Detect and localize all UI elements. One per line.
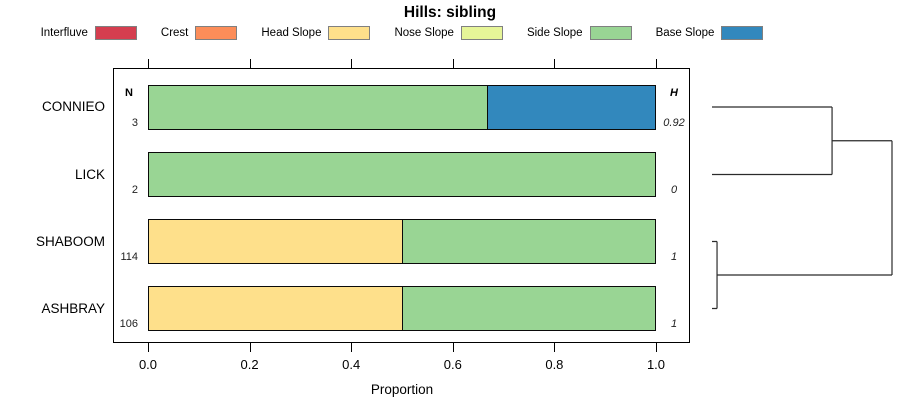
category-label: SHABOOM [35, 233, 105, 249]
h-value: 0.92 [663, 116, 685, 129]
axis-tick-bottom [351, 343, 353, 352]
bar-row [148, 152, 656, 197]
bar-row [148, 219, 656, 264]
dendrogram-link [717, 140, 893, 276]
category-label: CONNIEO [41, 99, 105, 114]
legend-item-label: Side Slope [526, 27, 583, 39]
n-value: 3 [131, 116, 138, 129]
chart-title: Hills: sibling [403, 4, 497, 21]
legend-color-swatch [589, 26, 632, 40]
axis-tick-top [554, 59, 556, 68]
category-label: LICK [74, 166, 105, 182]
x-axis-title: Proportion [370, 382, 434, 397]
axis-tick-top [249, 59, 251, 68]
h-value: 1 [670, 318, 678, 330]
legend-item: Nose Slope [394, 26, 503, 40]
bar-segment [149, 85, 487, 129]
axis-tick-bottom [656, 343, 657, 352]
axis-tick-top [148, 59, 149, 68]
category-label: ASHBRAY [41, 300, 105, 316]
bar-segment [149, 153, 655, 196]
axis-tick-label: 0.8 [545, 357, 564, 372]
legend-color-swatch [195, 26, 238, 40]
legend-item: Crest [160, 26, 238, 40]
legend-color-swatch [94, 26, 137, 40]
legend-item: Interfluve [41, 26, 137, 40]
axis-tick-bottom [249, 343, 251, 352]
bar-segment [402, 220, 655, 263]
legend-item-label: Base Slope [655, 27, 715, 39]
legend-color-swatch [328, 26, 371, 40]
legend-item-label: Interfluve [40, 27, 88, 39]
axis-tick-label: 0.6 [443, 357, 462, 372]
h-value: 1 [670, 251, 678, 263]
legend-item: Side Slope [527, 26, 632, 40]
n-column-header: N [125, 86, 133, 99]
dendrogram-link [712, 240, 718, 310]
bar-segment [402, 287, 655, 330]
legend-item-label: Crest [160, 27, 189, 39]
axis-tick-label: 0.0 [138, 357, 158, 372]
legend-color-swatch [460, 26, 503, 40]
bar-segment [149, 220, 402, 263]
bar-row [148, 84, 656, 130]
legend-color-swatch [721, 26, 764, 40]
h-column-header: H [670, 86, 678, 99]
h-value: 0 [670, 184, 678, 196]
axis-tick-top [656, 59, 657, 68]
axis-tick-top [452, 59, 454, 68]
bar-row [148, 286, 656, 331]
n-value: 2 [131, 184, 138, 196]
dendrogram-link [712, 106, 833, 176]
n-value: 114 [120, 251, 138, 263]
n-value: 106 [119, 318, 138, 330]
legend-item-label: Head Slope [261, 27, 322, 39]
axis-tick-label: 0.4 [342, 357, 361, 372]
bar-segment [486, 85, 655, 129]
legend-item: Base Slope [656, 26, 764, 40]
axis-tick-bottom [148, 343, 149, 352]
axis-tick-bottom [554, 343, 556, 352]
axis-tick-label: 1.0 [646, 357, 666, 372]
axis-tick-label: 0.2 [240, 357, 259, 372]
bar-segment [149, 287, 402, 330]
axis-tick-top [351, 59, 353, 68]
legend-item-label: Nose Slope [394, 27, 454, 39]
legend: Interfluve Crest Head Slope Nose Slope Side … [0, 25, 804, 41]
legend-item: Head Slope [261, 26, 371, 40]
axis-tick-bottom [452, 343, 454, 352]
